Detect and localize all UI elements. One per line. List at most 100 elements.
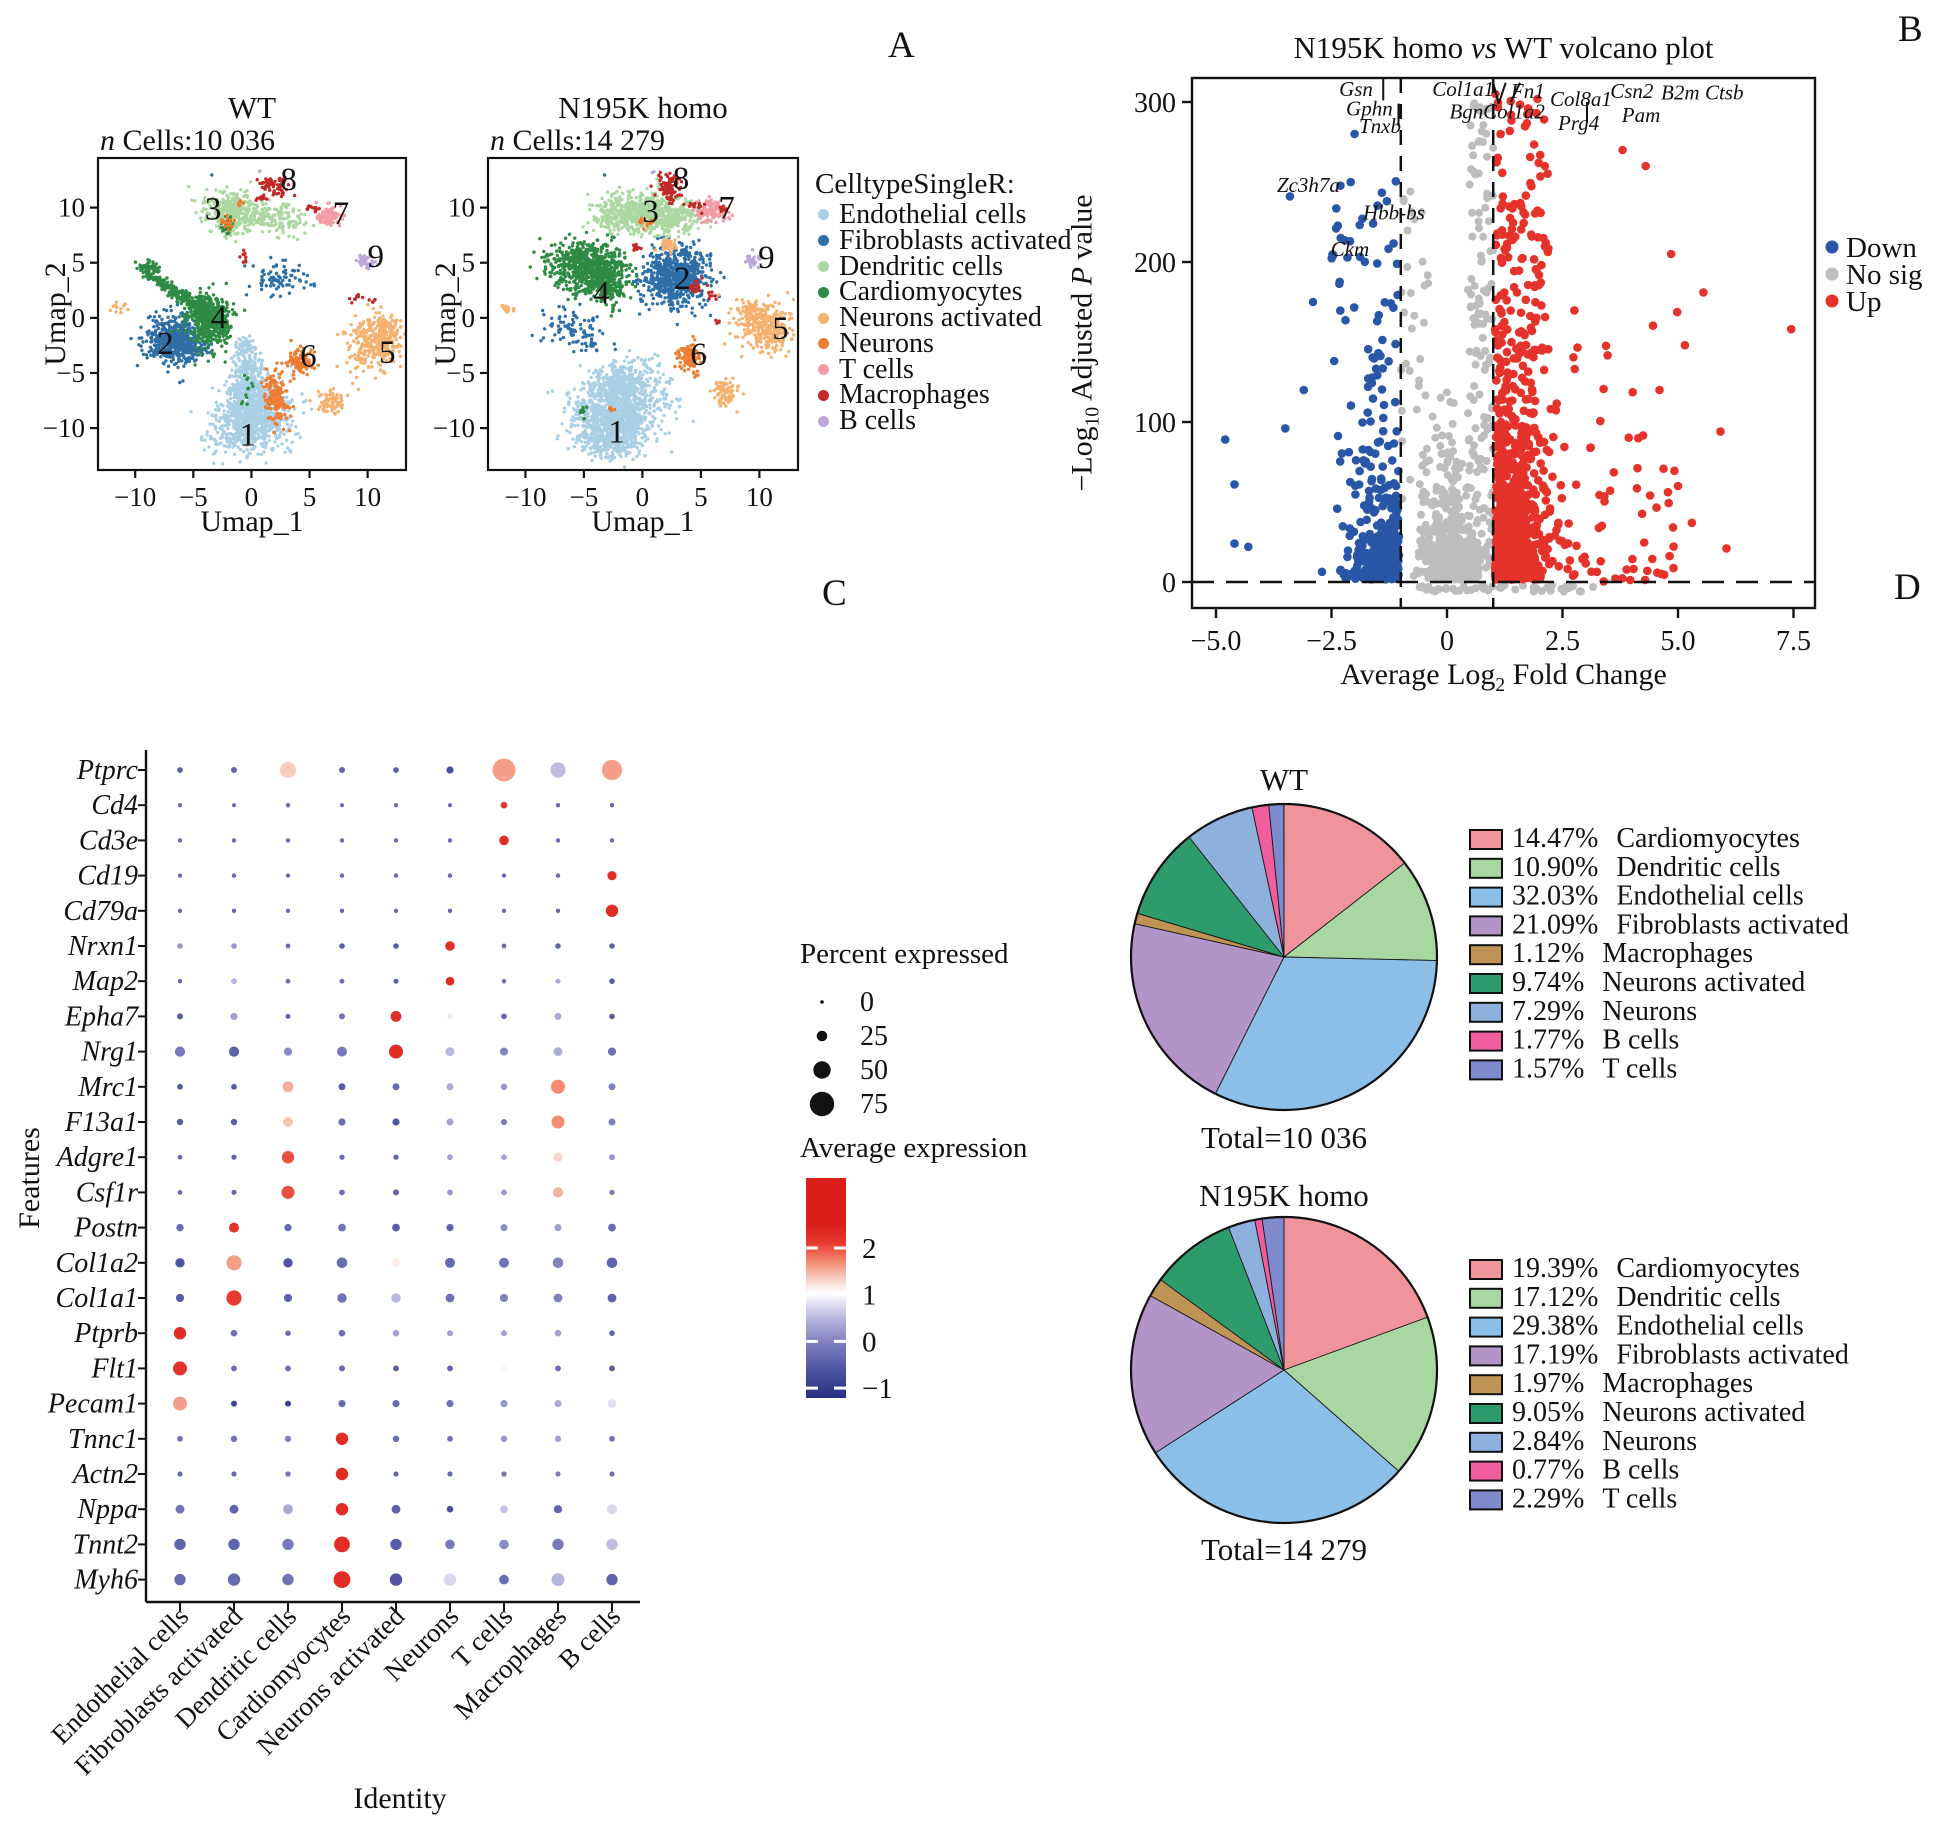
umap-point [264, 184, 268, 188]
umap-point [242, 308, 247, 312]
umap-point [289, 338, 293, 343]
umap-point [223, 383, 227, 387]
umap-point [210, 352, 214, 356]
umap-point [217, 389, 221, 393]
umap-point [181, 379, 185, 383]
umap-point [281, 228, 285, 232]
umap-point [189, 410, 193, 414]
umap-point [267, 229, 271, 233]
umap-point [302, 411, 306, 415]
umap-point [322, 399, 327, 404]
umap-point [148, 345, 153, 349]
umap-point [325, 222, 330, 226]
umap-point [252, 391, 256, 395]
umap-point [249, 409, 253, 413]
umap-point [309, 407, 314, 411]
umap-point [201, 352, 205, 356]
umap-point [144, 353, 149, 357]
umap-point [285, 404, 289, 409]
umap-point [240, 396, 244, 400]
umap-point [643, 439, 647, 443]
umap-point [158, 276, 162, 281]
umap-point [209, 434, 213, 439]
umap-point [260, 274, 264, 279]
umap-point [239, 380, 243, 384]
umap-point [245, 395, 249, 400]
umap-point [228, 431, 233, 436]
umap-point [228, 218, 232, 222]
umap-point [189, 331, 193, 336]
umap-point [312, 282, 316, 286]
umap-point [349, 333, 353, 337]
umap-point [387, 321, 391, 325]
umap-point [253, 346, 258, 350]
umap-point [205, 340, 210, 344]
umap-point [275, 437, 279, 441]
umap-point [256, 402, 260, 406]
umap-point [226, 415, 231, 420]
umap-point [303, 231, 307, 235]
umap-point [259, 368, 263, 372]
umap-point [267, 438, 271, 443]
umap-point [576, 395, 580, 399]
umap-point [229, 440, 233, 444]
umap-point [565, 393, 569, 397]
umap-point [205, 325, 209, 329]
umap-point [183, 290, 187, 294]
umap-point [573, 424, 577, 428]
umap-point [273, 368, 277, 373]
umap-point [617, 408, 621, 412]
umap-point [169, 319, 173, 323]
umap-point [248, 180, 253, 184]
umap-point [556, 434, 560, 438]
umap-point [357, 347, 362, 352]
umap-point [292, 407, 296, 411]
umap-point [222, 338, 226, 342]
umap-point [231, 437, 235, 441]
umap-point [198, 331, 202, 335]
umap-point [362, 327, 366, 332]
cluster-number-label: 5 [379, 335, 396, 371]
umap-point [261, 180, 266, 185]
umap-point [153, 269, 157, 273]
umap-point [108, 308, 113, 313]
umap-point [243, 364, 247, 369]
umap-point [279, 412, 283, 416]
umap-point [185, 311, 189, 316]
umap-point [297, 263, 301, 268]
umap-point [585, 419, 589, 424]
umap-point [260, 230, 265, 234]
umap-point [199, 316, 204, 320]
umap-point [225, 213, 229, 218]
umap-point [367, 344, 371, 349]
umap-point [262, 450, 266, 454]
umap-point [119, 307, 123, 311]
umap-point [151, 353, 156, 357]
umap-point [275, 413, 279, 417]
umap-point [243, 358, 247, 363]
umap-point [217, 419, 222, 424]
umap-point [560, 422, 564, 426]
umap-point [245, 230, 249, 234]
umap-point [146, 258, 150, 262]
umap-point [177, 357, 181, 361]
umap-point [215, 430, 220, 435]
umap-point [206, 317, 210, 321]
umap-point [190, 198, 194, 202]
umap-point [348, 370, 353, 374]
cluster-number-label: 3 [205, 192, 222, 228]
umap-point [238, 460, 242, 464]
umap-point [198, 286, 202, 291]
umap-point [590, 427, 594, 431]
umap-point [660, 419, 664, 423]
umap-point [185, 296, 189, 301]
umap-point [286, 211, 291, 215]
umap-point [111, 304, 115, 308]
umap-point [235, 378, 239, 383]
umap-point [254, 198, 258, 202]
umap-point [176, 332, 180, 336]
umap-point [363, 357, 368, 361]
umap-point [193, 363, 197, 367]
umap-point [260, 422, 264, 426]
